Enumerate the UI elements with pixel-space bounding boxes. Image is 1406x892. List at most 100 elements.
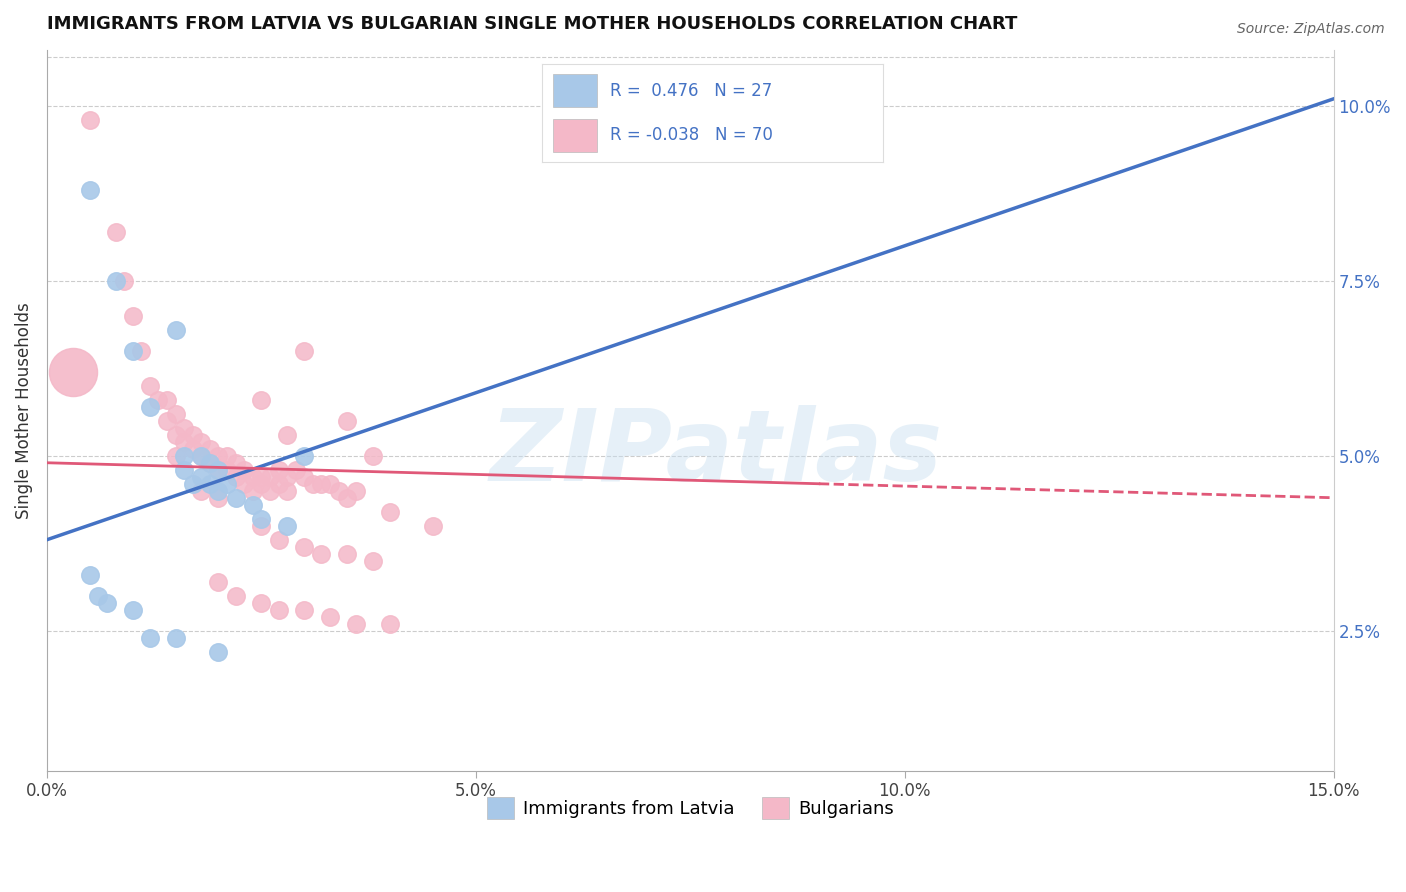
Point <box>225 469 247 483</box>
Point <box>139 400 162 414</box>
Point <box>79 112 101 127</box>
Point <box>301 476 323 491</box>
Point <box>250 469 273 483</box>
Point <box>267 463 290 477</box>
Point <box>311 547 333 561</box>
Point <box>378 616 401 631</box>
Point <box>165 631 187 645</box>
Point <box>242 483 264 498</box>
Point <box>112 274 135 288</box>
Point <box>319 476 342 491</box>
Point <box>165 427 187 442</box>
Point <box>259 483 281 498</box>
Point <box>292 343 315 358</box>
Point <box>378 505 401 519</box>
Point <box>139 631 162 645</box>
Point <box>207 463 229 477</box>
Point <box>173 434 195 449</box>
Point <box>87 589 110 603</box>
Point <box>198 456 221 470</box>
Point <box>267 603 290 617</box>
Point <box>361 554 384 568</box>
Point <box>250 476 273 491</box>
Point <box>250 518 273 533</box>
Point <box>62 365 84 379</box>
Point <box>121 603 143 617</box>
Point <box>190 449 212 463</box>
Point <box>181 476 204 491</box>
Text: Source: ZipAtlas.com: Source: ZipAtlas.com <box>1237 22 1385 37</box>
Point <box>198 442 221 456</box>
Point <box>190 449 212 463</box>
Point <box>250 512 273 526</box>
Point <box>207 491 229 505</box>
Point <box>104 274 127 288</box>
Point <box>121 343 143 358</box>
Legend: Immigrants from Latvia, Bulgarians: Immigrants from Latvia, Bulgarians <box>479 790 901 827</box>
Point <box>207 645 229 659</box>
Point <box>311 476 333 491</box>
Point <box>104 225 127 239</box>
Point <box>207 449 229 463</box>
Point <box>292 449 315 463</box>
Point <box>156 414 179 428</box>
Point <box>292 603 315 617</box>
Text: IMMIGRANTS FROM LATVIA VS BULGARIAN SINGLE MOTHER HOUSEHOLDS CORRELATION CHART: IMMIGRANTS FROM LATVIA VS BULGARIAN SING… <box>46 15 1018 33</box>
Point <box>276 483 298 498</box>
Point <box>361 449 384 463</box>
Point <box>96 596 118 610</box>
Point <box>276 427 298 442</box>
Point <box>207 574 229 589</box>
Point <box>292 540 315 554</box>
Point <box>336 414 359 428</box>
Point <box>233 476 256 491</box>
Y-axis label: Single Mother Households: Single Mother Households <box>15 301 32 518</box>
Point <box>173 463 195 477</box>
Point <box>328 483 350 498</box>
Point <box>250 392 273 407</box>
Point <box>422 518 444 533</box>
Text: ZIPatlas: ZIPatlas <box>489 405 942 502</box>
Point <box>344 616 367 631</box>
Point <box>173 449 195 463</box>
Point <box>336 547 359 561</box>
Point <box>156 392 179 407</box>
Point <box>207 483 229 498</box>
Point <box>207 463 229 477</box>
Point <box>79 567 101 582</box>
Point <box>292 469 315 483</box>
Point <box>267 476 290 491</box>
Point <box>284 463 307 477</box>
Point <box>129 343 152 358</box>
Point <box>139 378 162 392</box>
Point <box>198 456 221 470</box>
Point <box>276 469 298 483</box>
Point <box>242 498 264 512</box>
Point <box>165 449 187 463</box>
Point <box>79 183 101 197</box>
Point <box>344 483 367 498</box>
Point <box>190 434 212 449</box>
Point <box>181 442 204 456</box>
Point <box>225 589 247 603</box>
Point <box>173 421 195 435</box>
Point <box>165 407 187 421</box>
Point <box>215 476 238 491</box>
Point <box>181 427 204 442</box>
Point <box>267 533 290 547</box>
Point <box>198 476 221 491</box>
Point <box>250 596 273 610</box>
Point <box>148 392 170 407</box>
Point <box>336 491 359 505</box>
Point <box>215 449 238 463</box>
Point <box>225 491 247 505</box>
Point <box>276 518 298 533</box>
Point <box>225 456 247 470</box>
Point <box>190 469 212 483</box>
Point <box>165 323 187 337</box>
Point <box>215 463 238 477</box>
Point <box>319 609 342 624</box>
Point <box>121 309 143 323</box>
Point <box>259 469 281 483</box>
Point <box>233 463 256 477</box>
